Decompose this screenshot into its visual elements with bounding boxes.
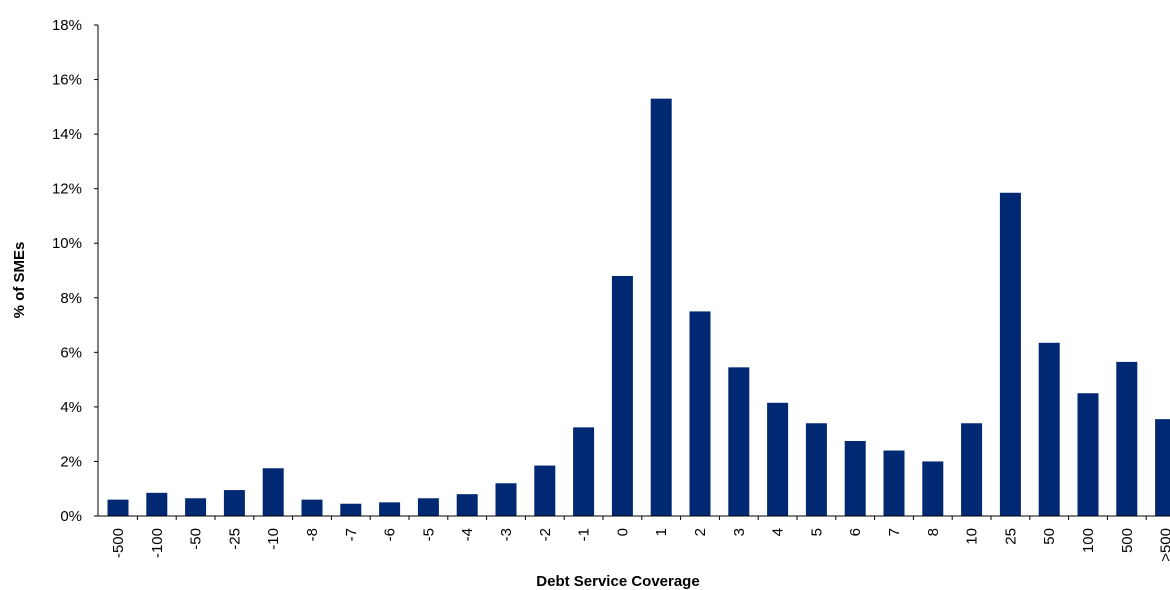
x-tick-label: 50 xyxy=(1041,528,1058,545)
y-axis-ticks: 0% 2% 4% 6% 8% 10% 12% 14% 16% 18% xyxy=(52,17,98,525)
x-axis-ticks: -500 -100 -50 -25 -10 -8 -7 -6 -5 -4 -3 -2 -1 0 1 2 3 4 5 6… xyxy=(110,516,1170,562)
bar xyxy=(611,275,633,516)
bar xyxy=(573,427,595,516)
bar xyxy=(844,440,866,516)
bar xyxy=(146,492,168,516)
bar xyxy=(728,367,750,516)
x-tick-label: -6 xyxy=(382,528,399,541)
x-tick-label: -8 xyxy=(304,528,321,541)
y-tick-label: 16% xyxy=(52,72,82,89)
bars xyxy=(107,98,1170,517)
x-tick-label: -3 xyxy=(498,528,515,541)
y-tick-label: 8% xyxy=(60,290,82,307)
bar xyxy=(340,503,362,516)
y-tick-label: 18% xyxy=(52,17,82,34)
x-tick-label: 4 xyxy=(770,528,787,536)
x-tick-label: 8 xyxy=(925,528,942,536)
x-tick-label: 6 xyxy=(847,528,864,536)
y-tick-label: 14% xyxy=(52,126,82,143)
x-tick-label: 500 xyxy=(1119,528,1136,553)
y-tick-label: 2% xyxy=(60,453,82,470)
bar xyxy=(883,450,905,516)
bar xyxy=(379,502,401,516)
bar xyxy=(961,423,983,516)
x-tick-label: 0 xyxy=(614,528,631,536)
x-tick-label: -5 xyxy=(420,528,437,541)
x-tick-label: 25 xyxy=(1002,528,1019,545)
bar xyxy=(417,498,439,516)
x-tick-label: 7 xyxy=(886,528,903,536)
x-tick-label: -500 xyxy=(110,528,127,558)
x-tick-label: 100 xyxy=(1080,528,1097,553)
y-tick-label: 4% xyxy=(60,399,82,416)
bar xyxy=(185,498,207,516)
bar xyxy=(1155,419,1170,516)
y-tick-label: 10% xyxy=(52,235,82,252)
y-axis-title: % of SMEs xyxy=(11,242,28,319)
bar xyxy=(805,423,827,516)
bar xyxy=(301,499,323,516)
bar xyxy=(534,465,556,516)
bar xyxy=(223,490,245,516)
x-axis-title: Debt Service Coverage xyxy=(536,573,699,590)
x-tick-label: -10 xyxy=(265,528,282,550)
y-tick-label: 0% xyxy=(60,508,82,525)
bar xyxy=(650,98,672,517)
x-tick-label: >500 xyxy=(1158,528,1170,562)
bar xyxy=(767,402,789,516)
x-tick-label: 3 xyxy=(731,528,748,536)
x-tick-label: 2 xyxy=(692,528,709,536)
bar xyxy=(107,499,129,516)
x-tick-label: -2 xyxy=(537,528,554,541)
x-tick-label: -4 xyxy=(459,528,476,541)
bar xyxy=(1116,361,1138,516)
x-tick-label: -1 xyxy=(576,528,593,541)
x-tick-label: -7 xyxy=(343,528,360,541)
bar xyxy=(1077,393,1099,516)
y-tick-label: 6% xyxy=(60,344,82,361)
x-tick-label: 1 xyxy=(653,528,670,536)
x-tick-label: -25 xyxy=(226,528,243,550)
bar xyxy=(262,468,284,516)
y-tick-label: 12% xyxy=(52,181,82,198)
x-tick-label: 10 xyxy=(964,528,981,545)
x-tick-label: 5 xyxy=(808,528,825,536)
bar xyxy=(456,494,478,516)
x-tick-label: -100 xyxy=(149,528,166,558)
bar xyxy=(999,192,1021,516)
bar xyxy=(689,311,711,516)
bar xyxy=(922,461,944,516)
bar xyxy=(1038,342,1060,516)
bar xyxy=(495,483,517,516)
x-tick-label: -50 xyxy=(188,528,205,550)
